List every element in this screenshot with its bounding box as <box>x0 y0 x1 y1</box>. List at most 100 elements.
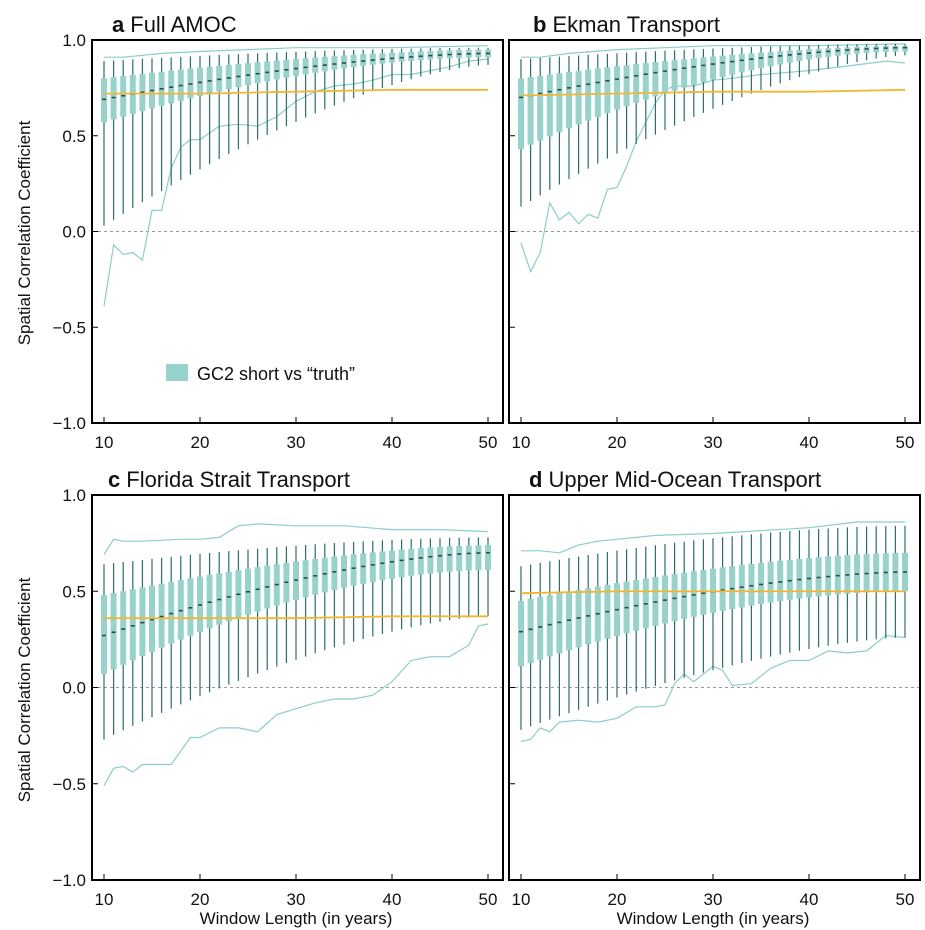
box-14 <box>139 587 146 657</box>
box-30 <box>710 56 716 80</box>
box-16 <box>158 583 165 648</box>
x-tick-label: 40 <box>383 890 402 909</box>
y-tick-label: 1.0 <box>62 31 86 50</box>
box-31 <box>719 567 726 611</box>
legend-label: GC2 short vs “truth” <box>197 364 355 384</box>
legend-swatch <box>166 364 188 381</box>
panel-a-title: a Full AMOC <box>112 12 237 37</box>
box-42 <box>825 48 832 57</box>
legend: GC2 short vs “truth” <box>166 364 355 384</box>
box-37 <box>777 560 784 602</box>
y-tick-label: 0.0 <box>62 223 86 242</box>
envelope-min-line <box>520 634 906 742</box>
box-36 <box>767 51 774 67</box>
panel-d-title: d Upper Mid-Ocean Transport <box>529 467 821 492</box>
x-axis-title-right: Window Length (in years) <box>617 909 810 928</box>
x-tick-label: 10 <box>512 433 531 452</box>
box-10 <box>518 600 524 667</box>
box-39 <box>796 558 803 599</box>
box-43 <box>834 47 841 56</box>
panel-b: b Ekman Transport 10 20 30 40 50 <box>508 12 921 452</box>
box-20 <box>614 66 620 110</box>
panel-c: c Florida Strait Transport 1.0 0.5 0.0 −0.5 −… <box>52 467 504 909</box>
box-34 <box>748 53 755 71</box>
box-30 <box>293 59 299 76</box>
box-39 <box>379 53 386 64</box>
panel-a: a Full AMOC 1.0 0.5 0.0 −0.5 −1.0 10 20 30 40 50 <box>52 12 504 452</box>
box-31 <box>302 560 309 598</box>
x-tick-label: 40 <box>800 890 819 909</box>
box-26 <box>671 60 678 91</box>
envelope-min-line <box>103 623 489 786</box>
box-34 <box>331 56 338 70</box>
box-16 <box>575 70 582 125</box>
box-24 <box>652 62 659 97</box>
x-tick-label: 30 <box>704 890 723 909</box>
box-13 <box>129 589 136 661</box>
box-32 <box>729 566 736 610</box>
box-32 <box>312 558 319 595</box>
box-33 <box>738 54 745 73</box>
box-22 <box>633 64 640 103</box>
box-23 <box>642 63 649 100</box>
reference-line <box>520 590 905 595</box>
x-tick-label: 40 <box>383 433 402 452</box>
box-25 <box>662 61 668 94</box>
box-10 <box>101 78 107 123</box>
box-33 <box>738 564 745 608</box>
reference-line <box>104 88 488 95</box>
x-tick-label: 30 <box>704 433 723 452</box>
box-35 <box>341 555 347 588</box>
box-27 <box>264 61 271 82</box>
box-33 <box>321 56 328 72</box>
envelope-max-line <box>521 521 905 554</box>
box-36 <box>767 561 774 603</box>
box-40 <box>806 49 812 60</box>
x-tick-label: 50 <box>479 433 498 452</box>
box-13 <box>546 74 553 137</box>
box-42 <box>408 548 415 576</box>
box-49 <box>475 545 482 571</box>
box-50 <box>902 45 908 52</box>
reference-line <box>520 88 906 97</box>
x-tick-label: 10 <box>95 433 114 452</box>
box-39 <box>796 49 803 62</box>
box-26 <box>254 62 261 84</box>
box-10 <box>101 595 107 675</box>
box-36 <box>350 54 357 68</box>
box-13 <box>546 595 553 657</box>
box-37 <box>360 54 367 66</box>
box-18 <box>594 68 601 117</box>
box-28 <box>690 58 697 85</box>
box-12 <box>120 591 127 665</box>
box-35 <box>341 55 347 69</box>
x-tick-label: 30 <box>287 890 306 909</box>
envelope-max-line <box>104 45 489 58</box>
box-45 <box>854 46 860 54</box>
box-12 <box>537 75 544 141</box>
box-32 <box>312 57 319 73</box>
y-tick-label: −0.5 <box>52 775 86 794</box>
box-38 <box>369 552 376 582</box>
box-17 <box>168 581 175 644</box>
box-27 <box>681 572 688 619</box>
box-46 <box>863 46 870 54</box>
y-tick-label: −1.0 <box>52 871 86 890</box>
x-tick-label: 30 <box>287 433 306 452</box>
box-11 <box>527 598 534 663</box>
box-24 <box>235 63 242 88</box>
x-tick-label: 10 <box>95 890 114 909</box>
box-41 <box>398 549 405 578</box>
box-18 <box>177 580 184 640</box>
box-36 <box>350 554 357 586</box>
box-44 <box>844 47 851 55</box>
box-29 <box>700 57 707 83</box>
box-29 <box>700 569 707 615</box>
box-14 <box>556 73 563 133</box>
panel-c-title: c Florida Strait Transport <box>108 467 350 492</box>
box-37 <box>360 553 367 584</box>
box-34 <box>748 563 755 606</box>
y-axis-title-top: Spatial Correlation Coefficient <box>15 120 34 345</box>
x-tick-label: 40 <box>800 433 819 452</box>
box-48 <box>882 46 889 52</box>
